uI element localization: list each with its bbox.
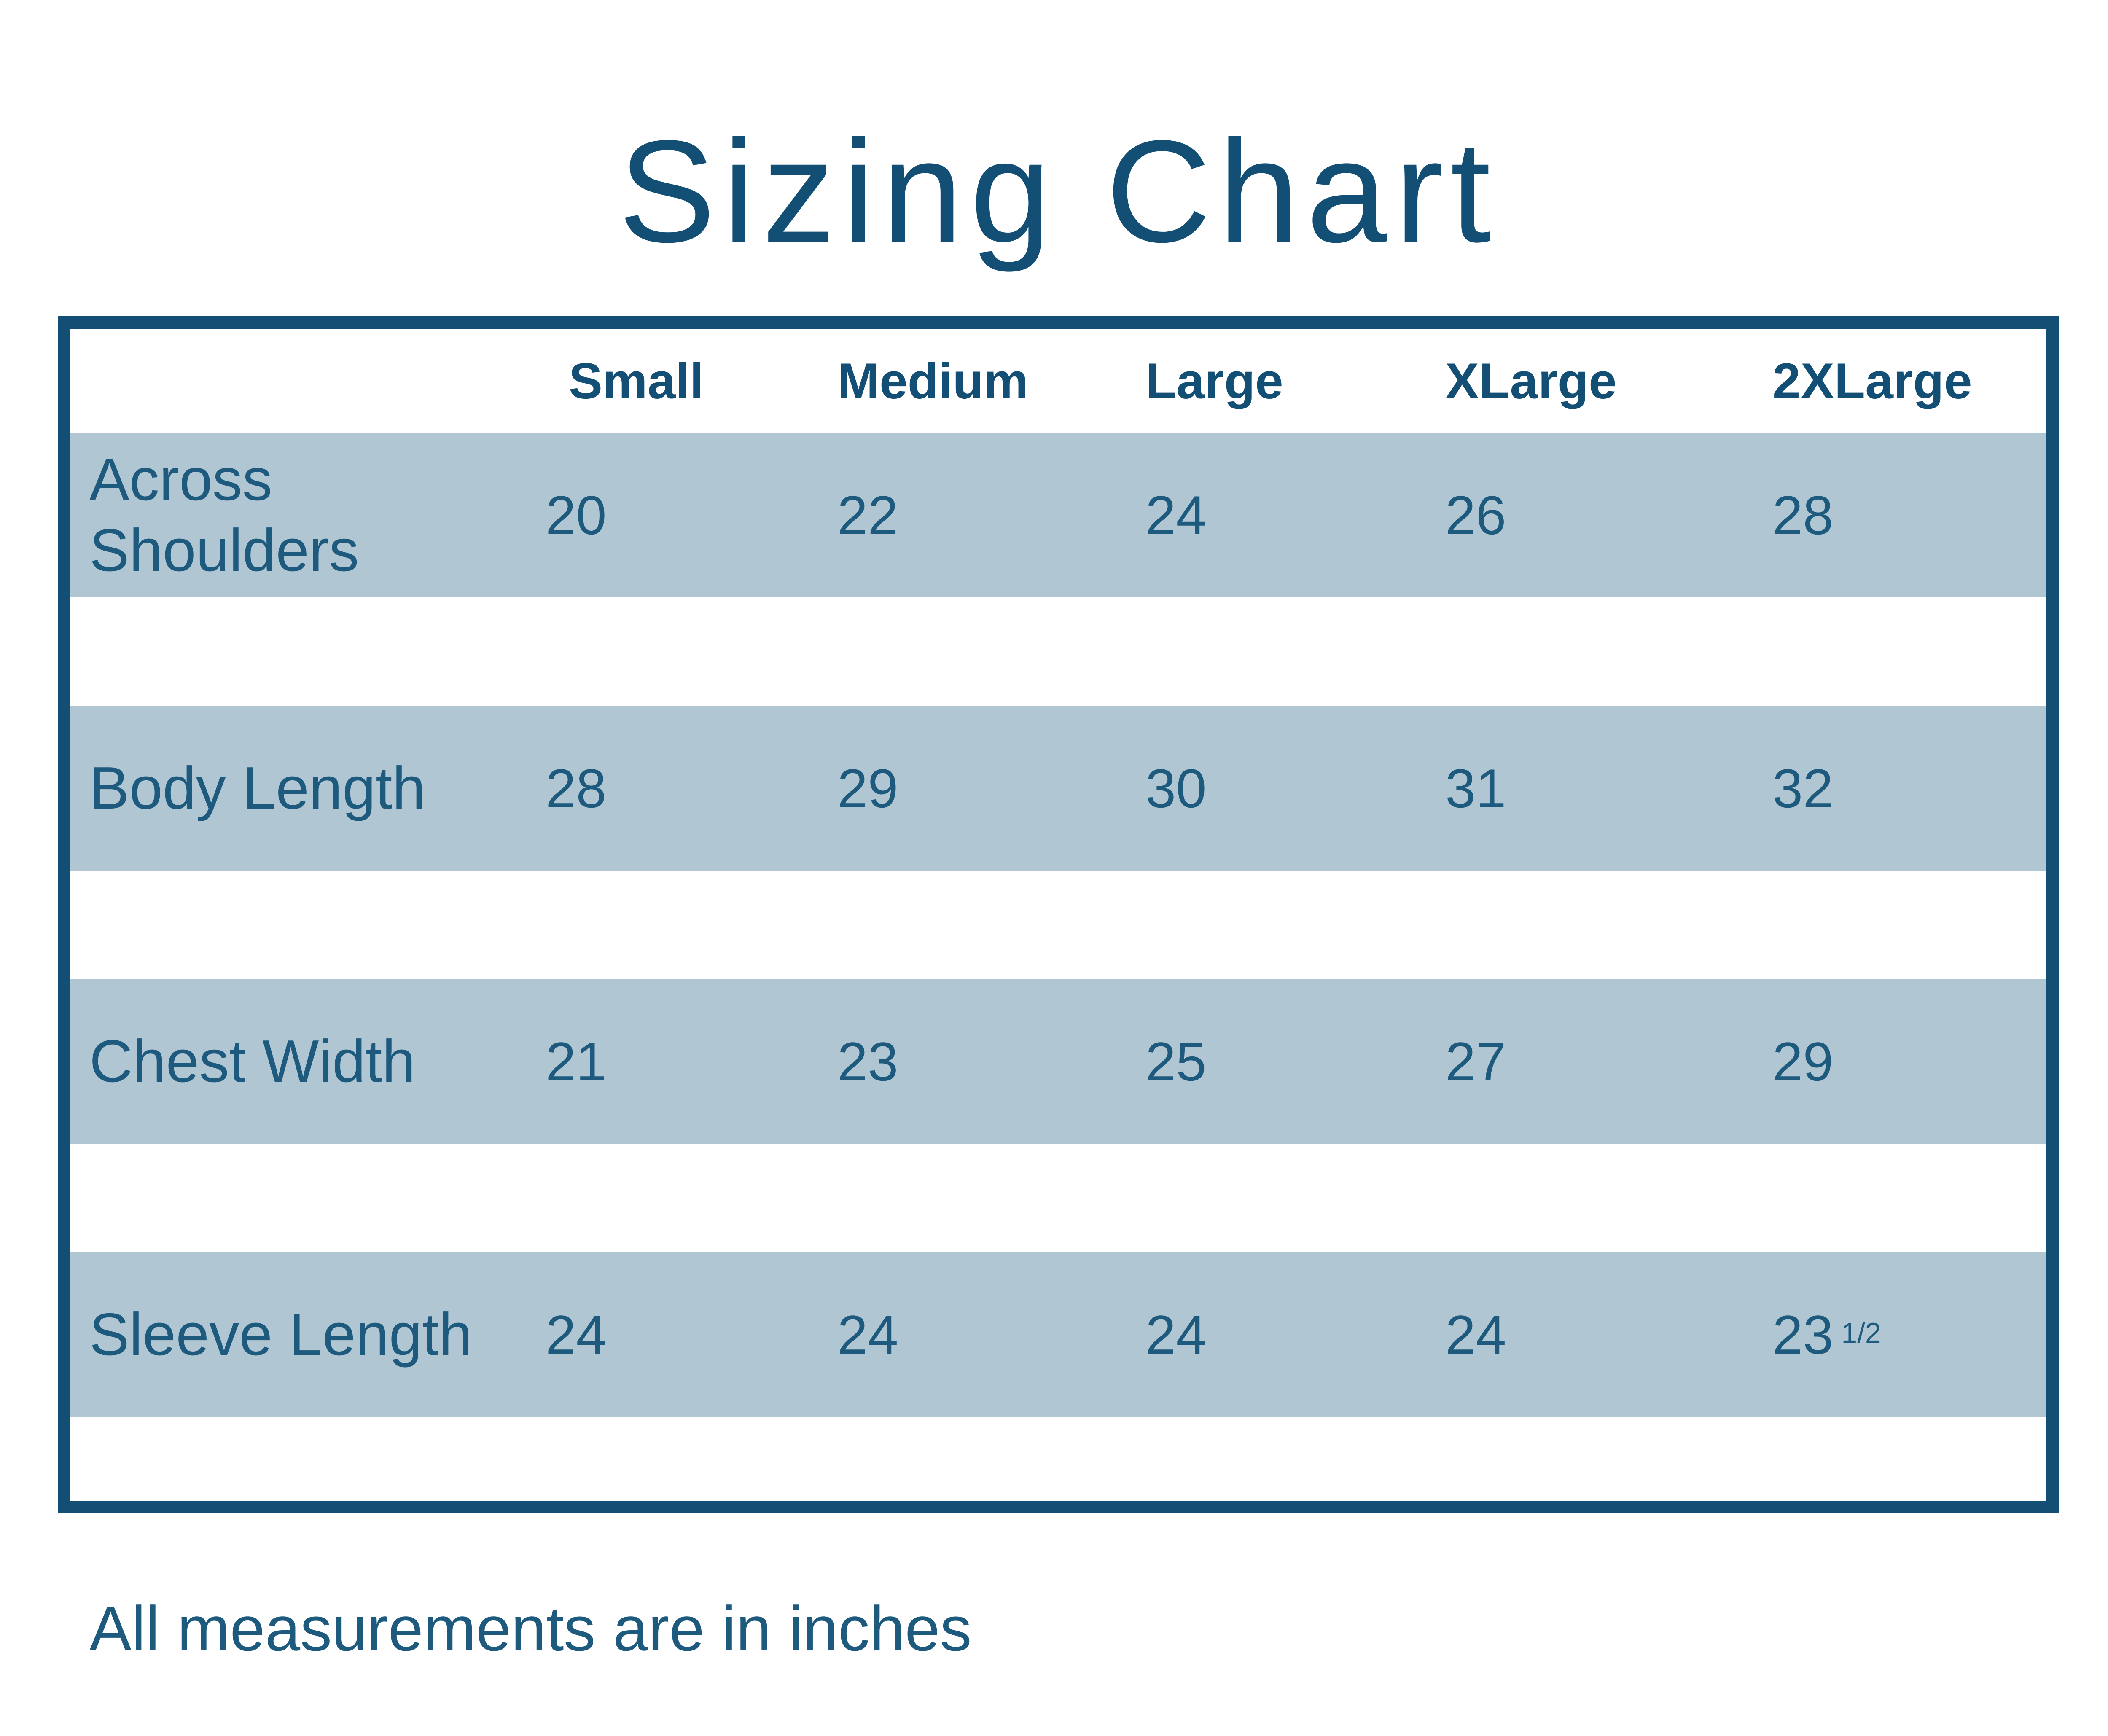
size-value: 31 (1445, 757, 1506, 819)
table-bottom-filler (70, 1417, 2046, 1501)
size-value: 21 (546, 1030, 607, 1092)
row-sleeve-length: Sleeve Length 24 24 24 24 23 1/2 (70, 1252, 2046, 1417)
size-value: 29 (1772, 1030, 1834, 1092)
size-value: 28 (546, 757, 607, 819)
size-value: 30 (1145, 757, 1207, 819)
row-spacer (70, 1144, 2046, 1252)
row-spacer (70, 871, 2046, 979)
size-value: 24 (1145, 1303, 1207, 1365)
size-value: 27 (1445, 1030, 1506, 1092)
size-value: 29 (837, 757, 898, 819)
page-title: Sizing Chart (618, 110, 1498, 273)
row-spacer (70, 597, 2046, 706)
row-label: Body Length (89, 755, 426, 822)
row-chest-width: Chest Width 21 23 25 27 29 (70, 979, 2046, 1144)
row-label: Across Shoulders (89, 446, 359, 584)
row-label: Sleeve Length (89, 1301, 472, 1368)
header-row: Small Medium Large XLarge 2XLarge (70, 329, 2046, 433)
row-body-length: Body Length 28 29 30 31 32 (70, 706, 2046, 871)
column-header-medium: Medium (837, 352, 1029, 409)
size-value-with-fraction: 23 1/2 (1772, 1303, 2046, 1365)
size-value: 22 (837, 484, 898, 546)
column-header-xlarge: XLarge (1445, 352, 1617, 409)
size-value: 24 (1145, 484, 1207, 546)
size-value: 24 (546, 1303, 607, 1365)
row-label: Chest Width (89, 1028, 416, 1095)
column-header-large: Large (1145, 352, 1283, 409)
size-value: 26 (1445, 484, 1506, 546)
size-value: 28 (1772, 484, 1834, 546)
column-header-small: Small (569, 352, 704, 409)
sizing-table: Small Medium Large XLarge 2XLarge Across… (58, 316, 2059, 1513)
size-value: 23 (837, 1030, 898, 1092)
row-across-shoulders: Across Shoulders 20 22 24 26 28 (70, 433, 2046, 597)
size-value: 25 (1145, 1030, 1207, 1092)
size-value-whole: 23 (1772, 1303, 1834, 1365)
size-value: 20 (546, 484, 607, 546)
column-header-2xlarge: 2XLarge (1772, 352, 1972, 409)
size-value: 32 (1772, 757, 1834, 819)
fraction-superscript: 1/2 (1841, 1317, 1881, 1349)
size-value: 24 (837, 1303, 898, 1365)
size-value: 24 (1445, 1303, 1506, 1365)
footer-note: All measurements are in inches (89, 1593, 972, 1664)
